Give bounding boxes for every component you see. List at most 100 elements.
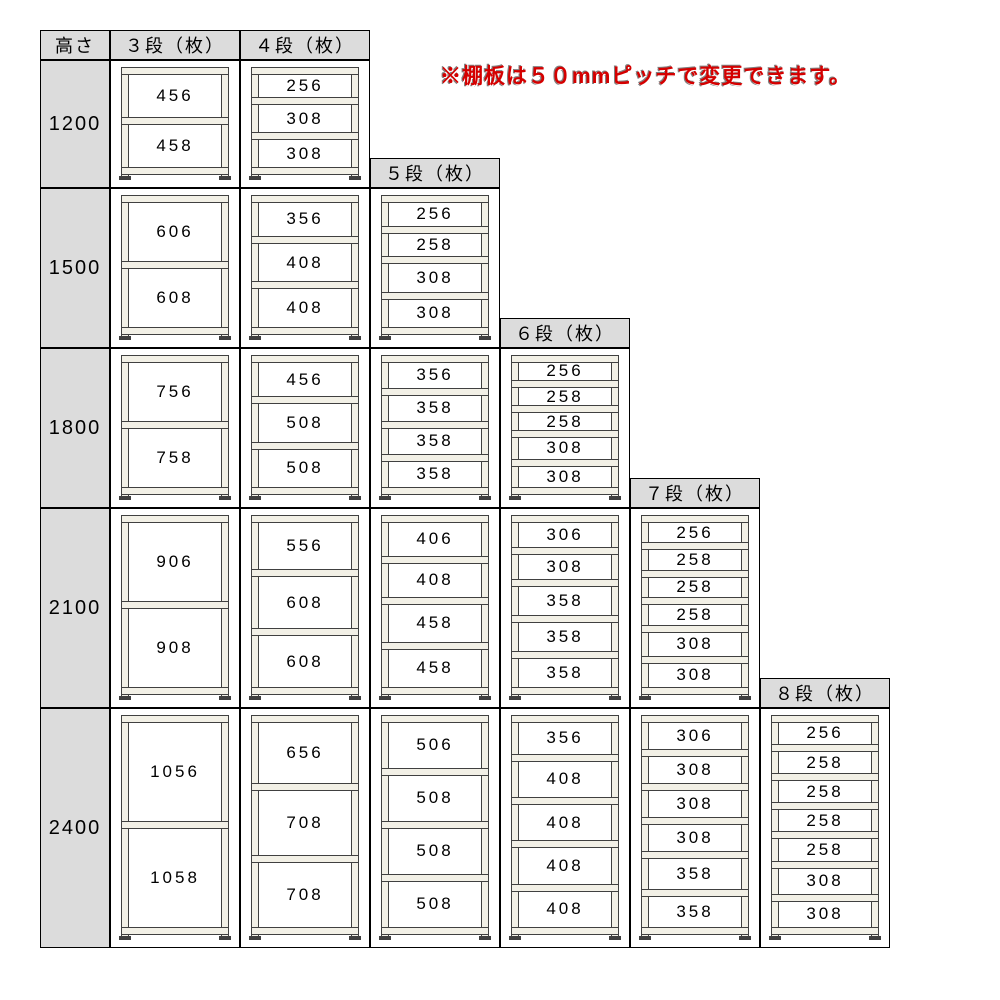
- rack-shelf: [381, 195, 489, 203]
- rack-shelf: [381, 421, 489, 429]
- rack-shelf: [511, 515, 619, 523]
- rack-shelf: [771, 744, 879, 752]
- shelf-gap-value: 408: [507, 899, 623, 919]
- row-label-2400: 2400: [40, 708, 110, 948]
- shelf-gap-value: 358: [507, 591, 623, 611]
- rack-shelf: [381, 355, 489, 363]
- rack-shelf: [121, 355, 229, 363]
- rack-shelf: [121, 67, 229, 75]
- rack-shelf: [771, 802, 879, 810]
- rack-shelf: [251, 628, 359, 636]
- shelf-gap-value: 308: [637, 760, 753, 780]
- cell-2400-7dan: 306308308308358358: [630, 708, 760, 948]
- shelf-gap-value: 1056: [117, 762, 233, 782]
- row-label-2100: 2100: [40, 508, 110, 708]
- rack-shelf: [381, 597, 489, 605]
- rack-shelf: [641, 817, 749, 825]
- shelf-gap-value: 256: [507, 361, 623, 381]
- shelf-gap-value: 758: [117, 448, 233, 468]
- cell-1500-3dan: 606608: [110, 188, 240, 348]
- shelf-gap-value: 256: [377, 204, 493, 224]
- rack-shelf: [251, 195, 359, 203]
- rack-diagram: 656708708: [247, 715, 363, 941]
- shelf-gap-value: 456: [247, 370, 363, 390]
- rack-diagram: 306308308308358358: [637, 715, 753, 941]
- rack-shelf: [381, 327, 489, 335]
- rack-shelf: [251, 281, 359, 289]
- rack-shelf: [771, 861, 879, 869]
- shelf-gap-value: 258: [767, 811, 883, 831]
- rack-diagram: 606608: [117, 195, 233, 341]
- shelf-gap-value: 358: [507, 627, 623, 647]
- rack-diagram: 506508508508: [377, 715, 493, 941]
- shelf-gap-value: 508: [377, 894, 493, 914]
- shelf-gap-value: 356: [507, 728, 623, 748]
- rack-shelf: [641, 625, 749, 633]
- shelf-gap-value: 708: [247, 885, 363, 905]
- header-height: 高さ: [40, 30, 110, 60]
- pitch-note: ※棚板は５０mmピッチで変更できます。: [440, 60, 851, 90]
- rack-shelf: [251, 715, 359, 723]
- rack-shelf: [251, 855, 359, 863]
- shelf-gap-value: 258: [637, 605, 753, 625]
- shelf-gap-value: 608: [247, 652, 363, 672]
- rack-shelf: [771, 831, 879, 839]
- rack-shelf: [251, 442, 359, 450]
- cell-2100-3dan: 906 908: [110, 508, 240, 708]
- header-col-7dan: ７段（枚）: [630, 478, 760, 508]
- shelf-gap-value: 308: [637, 665, 753, 685]
- rack-diagram: 356408408408408: [507, 715, 623, 941]
- cell-1800-4dan: 456508508: [240, 348, 370, 508]
- rack-shelf: [511, 754, 619, 762]
- shelf-gap-value: 508: [247, 413, 363, 433]
- cell-2100-6dan: 306308358358358: [500, 508, 630, 708]
- rack-shelf: [121, 261, 229, 269]
- rack-shelf: [381, 256, 489, 264]
- rack-shelf: [251, 97, 359, 105]
- shelf-gap-value: 258: [767, 782, 883, 802]
- shelf-gap-value: 408: [377, 570, 493, 590]
- shelf-gap-value: 458: [377, 658, 493, 678]
- rack-shelf: [381, 388, 489, 396]
- rack-shelf: [511, 715, 619, 723]
- shelf-gap-value: 906: [117, 552, 233, 572]
- shelf-gap-value: 908: [117, 638, 233, 658]
- rack-shelf: [641, 715, 749, 723]
- rack-shelf: [121, 167, 229, 175]
- row-label-1500: 1500: [40, 188, 110, 348]
- shelf-gap-value: 506: [377, 735, 493, 755]
- rack-shelf: [121, 601, 229, 609]
- rack-shelf: [121, 487, 229, 495]
- rack-shelf: [381, 292, 489, 300]
- shelf-gap-value: 258: [767, 753, 883, 773]
- shelf-gap-value: 406: [377, 529, 493, 549]
- rack-shelf: [641, 889, 749, 897]
- rack-shelf: [251, 355, 359, 363]
- rack-shelf: [381, 715, 489, 723]
- rack-shelf: [511, 430, 619, 438]
- rack-shelf: [121, 927, 229, 935]
- rack-shelf: [641, 687, 749, 695]
- rack-shelf: [381, 642, 489, 650]
- shelf-gap-value: 308: [507, 557, 623, 577]
- header-col-3dan: ３段（枚）: [110, 30, 240, 60]
- shelf-gap-value: 308: [507, 467, 623, 487]
- shelf-gap-value: 256: [247, 76, 363, 96]
- rack-diagram: 406408458458: [377, 515, 493, 701]
- shelf-gap-value: 356: [247, 209, 363, 229]
- header-col-5dan: ５段（枚）: [370, 158, 500, 188]
- rack-diagram: 10561058: [117, 715, 233, 941]
- rack-diagram: 356408408: [247, 195, 363, 341]
- rack-shelf: [251, 515, 359, 523]
- cell-1800-6dan: 256258258308308: [500, 348, 630, 508]
- row-label-1200: 1200: [40, 60, 110, 188]
- rack-shelf: [511, 459, 619, 467]
- rack-shelf: [121, 327, 229, 335]
- rack-shelf: [511, 487, 619, 495]
- rack-shelf: [251, 783, 359, 791]
- cell-1800-5dan: 356358358358: [370, 348, 500, 508]
- shelf-gap-value: 308: [767, 871, 883, 891]
- rack-shelf: [641, 749, 749, 757]
- rack-shelf: [381, 454, 489, 462]
- shelf-gap-value: 256: [767, 723, 883, 743]
